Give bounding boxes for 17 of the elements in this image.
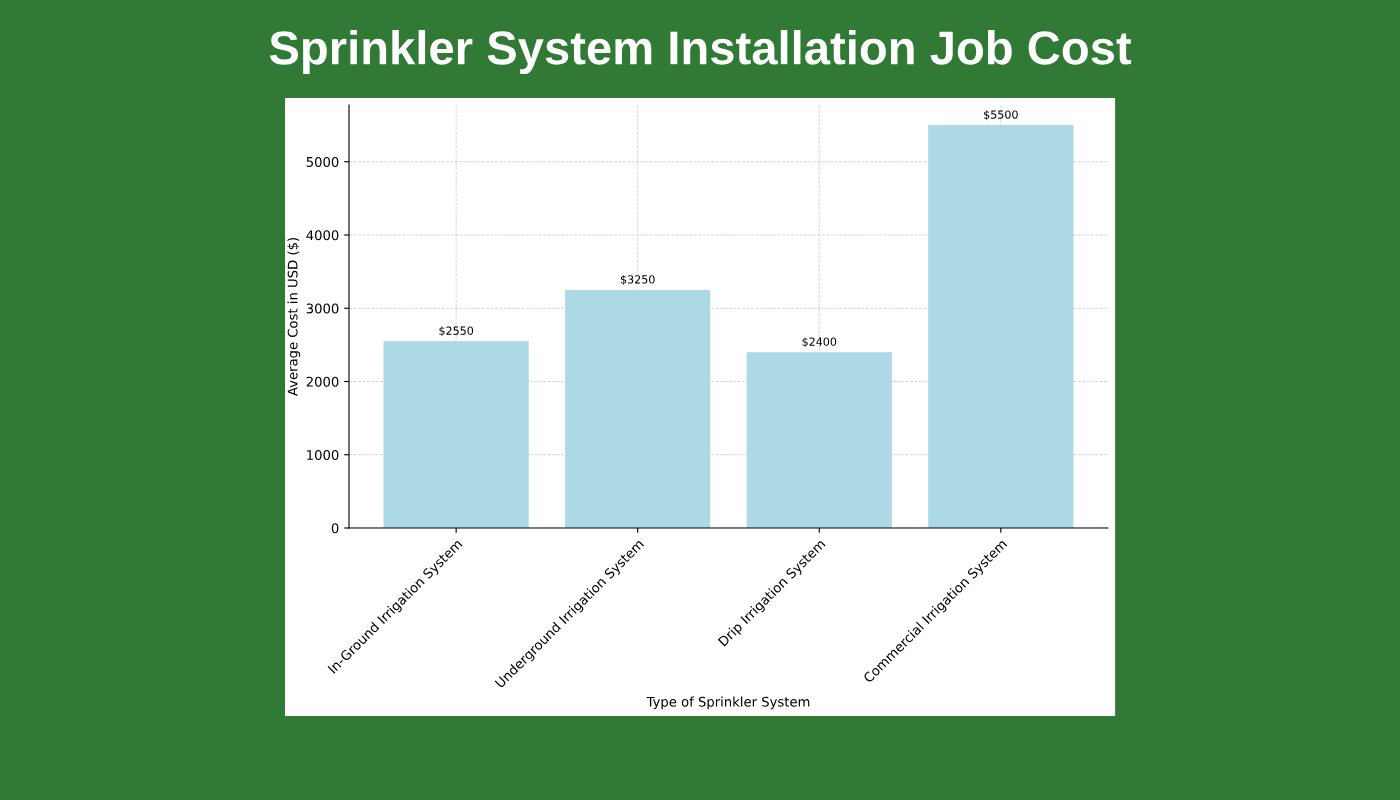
chart-title: Sprinkler System Installation Job Cost xyxy=(269,29,1132,75)
y-tick-label: 3000 xyxy=(306,303,339,314)
data-label: $3250 xyxy=(620,275,655,286)
data-label: $5500 xyxy=(984,110,1018,121)
y-tick-label: 1000 xyxy=(307,449,339,460)
x-axis-title: Type of Sprinkler System xyxy=(646,696,810,710)
y-tick-label: 0 xyxy=(331,523,339,534)
y-tick-label: 4000 xyxy=(306,230,339,241)
bar xyxy=(383,341,529,528)
bar xyxy=(565,289,711,528)
bar xyxy=(746,352,892,528)
data-label: $2400 xyxy=(802,337,837,348)
y-tick-label: 2000 xyxy=(306,376,339,387)
data-label: $2550 xyxy=(439,326,474,337)
y-tick-label: 5000 xyxy=(306,156,339,167)
bar xyxy=(928,125,1074,528)
y-axis-title: Average Cost in USD ($) xyxy=(287,238,301,396)
